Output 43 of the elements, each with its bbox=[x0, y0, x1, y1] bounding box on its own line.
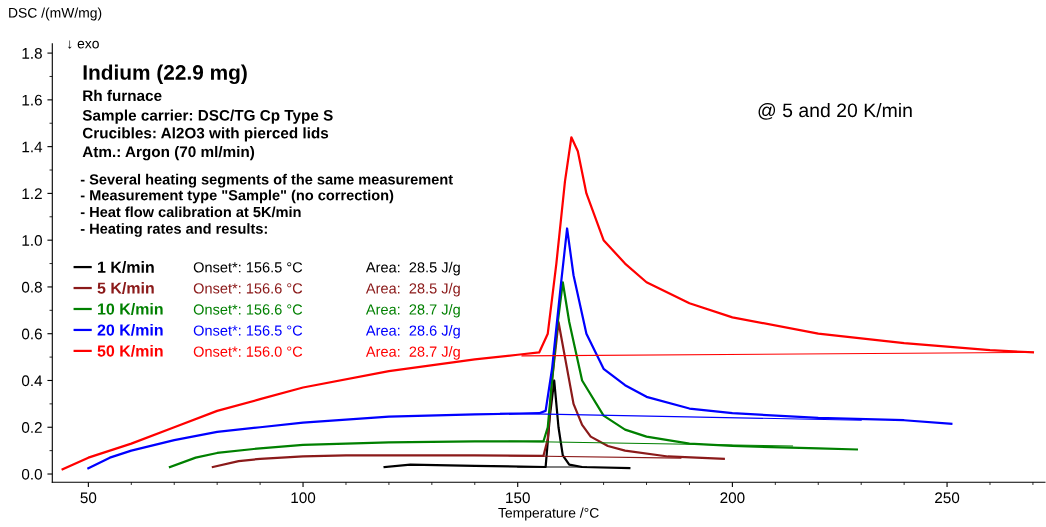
x-axis-title: Temperature /°C bbox=[498, 507, 599, 521]
x-tick-label: 50 bbox=[80, 492, 97, 504]
legend-label: 20 K/min bbox=[97, 323, 163, 336]
x-tick-label: 200 bbox=[720, 492, 745, 504]
annotation: Onset*: 156.5 °C bbox=[193, 262, 303, 273]
annotation: Area: 28.6 J/g bbox=[365, 325, 460, 339]
legend-label: 5 K/min bbox=[97, 282, 154, 294]
annotation: Crucibles: Al2O3 with pierced lids bbox=[82, 127, 329, 142]
annotation: Onset*: 156.6 °C bbox=[193, 304, 303, 315]
y-tick-label: 1.8 bbox=[22, 47, 42, 59]
annotation: Area: 28.7 J/g bbox=[365, 346, 460, 360]
annotation: Onset*: 156.0 °C bbox=[193, 346, 303, 357]
x-tick-label: 100 bbox=[291, 492, 316, 504]
legend-label: 1 K/min bbox=[98, 261, 154, 273]
annotation: - Several heating segments of the same measurement bbox=[80, 173, 453, 188]
annotation: Area: 28.5 J/g bbox=[365, 282, 460, 297]
y-tick-label: 0.2 bbox=[21, 422, 42, 433]
annotation: Area: 28.5 J/g bbox=[365, 261, 460, 276]
annotation: Onset*: 156.6 °C bbox=[193, 283, 303, 294]
annotation: Atm.: Argon (70 ml/min) bbox=[82, 145, 255, 161]
y-tick-label: 0.4 bbox=[21, 375, 43, 387]
x-tick-label: 250 bbox=[935, 492, 960, 504]
annotation: ↓ exo bbox=[68, 40, 99, 49]
y-tick-label: 0.0 bbox=[21, 468, 42, 480]
annotation: - Measurement type "Sample" (no correction) bbox=[80, 189, 394, 204]
annotation: Sample carrier: DSC/TG Cp Type S bbox=[82, 109, 333, 124]
annotation: - Heating rates and results: bbox=[80, 223, 267, 237]
text: @ 5 and 20 K/min bbox=[758, 102, 912, 120]
legend-label: 10 K/min bbox=[98, 303, 163, 315]
annotation: - Heat flow calibration at 5K/min bbox=[80, 206, 301, 218]
y-tick-label: 1.2 bbox=[22, 188, 42, 199]
annotation: Onset*: 156.5 °C bbox=[193, 325, 303, 336]
y-tick-label: 0.6 bbox=[21, 328, 42, 340]
x-tick-label: 150 bbox=[506, 492, 530, 504]
legend-label: 50 K/min bbox=[97, 344, 163, 357]
y-tick-label: 1.6 bbox=[22, 94, 42, 106]
annotation: Rh furnace bbox=[83, 89, 162, 102]
text: Indium (22.9 mg) bbox=[83, 64, 247, 85]
y-tick-label: 0.8 bbox=[21, 281, 42, 293]
y-tick-label: 1.0 bbox=[22, 235, 42, 246]
y-tick-label: 1.4 bbox=[22, 141, 43, 153]
y-axis-title: DSC /(mW/mg) bbox=[9, 7, 102, 21]
annotation: Area: 28.7 J/g bbox=[365, 303, 460, 318]
